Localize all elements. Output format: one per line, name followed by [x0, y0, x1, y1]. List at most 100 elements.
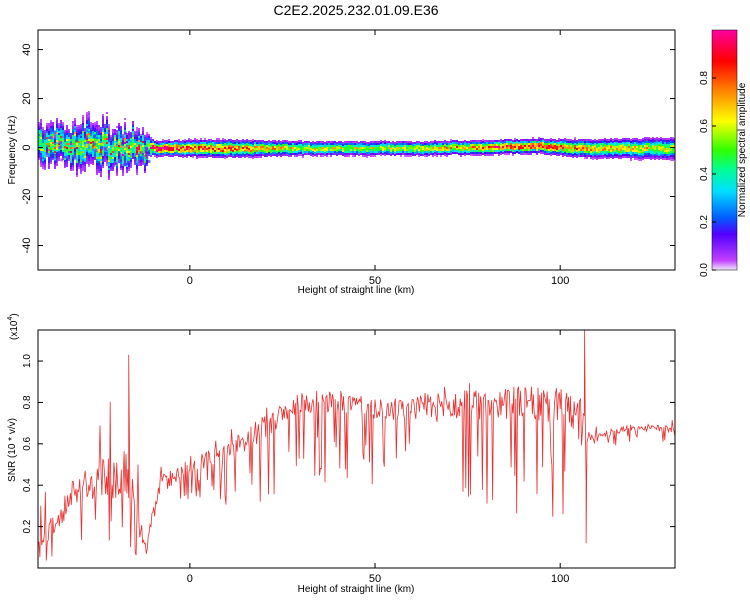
heatmap-cell [228, 141, 230, 143]
heatmap-cell [292, 153, 294, 155]
heatmap-cell [544, 145, 546, 147]
heatmap-cell [62, 132, 64, 134]
heatmap-cell [630, 149, 632, 151]
heatmap-cell [640, 143, 642, 145]
heatmap-cell [326, 151, 328, 153]
heatmap-cell [224, 157, 226, 159]
heatmap-cell [66, 127, 68, 129]
heatmap-cell [248, 144, 250, 146]
heatmap-cell [452, 140, 454, 142]
heatmap-cell [182, 142, 184, 144]
heatmap-cell [216, 150, 218, 152]
heatmap-cell [414, 152, 416, 154]
heatmap-cell [244, 156, 246, 158]
heatmap-cell [102, 140, 104, 142]
heatmap-cell [118, 152, 122, 156]
heatmap-cell [62, 140, 64, 142]
heatmap-cell [324, 150, 326, 152]
heatmap-cell [350, 153, 352, 155]
heatmap-cell [80, 152, 82, 154]
heatmap-cell [506, 143, 508, 145]
heatmap-cell [270, 155, 272, 157]
heatmap-cell [40, 137, 42, 139]
heatmap-cell [502, 148, 504, 150]
heatmap-cell [88, 143, 90, 145]
heatmap-cell [112, 161, 114, 163]
heatmap-cell [188, 144, 190, 146]
heatmap-cell [358, 146, 360, 148]
heatmap-cell [258, 142, 260, 144]
heatmap-cell [40, 119, 42, 121]
heatmap-cell [74, 120, 76, 122]
heatmap-cell [344, 143, 346, 145]
heatmap-cell [402, 147, 404, 149]
heatmap-cell [90, 124, 92, 126]
heatmap-cell [446, 143, 448, 145]
heatmap-cell [44, 148, 46, 150]
heatmap-cell [108, 164, 110, 166]
heatmap-cell [60, 120, 62, 122]
heatmap-cell [526, 141, 528, 143]
heatmap-cell [260, 148, 262, 150]
heatmap-cell [640, 153, 642, 155]
heatmap-cell [136, 149, 138, 151]
heatmap-cell [246, 155, 248, 157]
heatmap-cell [650, 152, 652, 154]
heatmap-cell [118, 161, 120, 163]
heatmap-cell [124, 118, 126, 120]
heatmap-cell [542, 138, 544, 140]
heatmap-cell [54, 137, 56, 139]
heatmap-cell [604, 154, 606, 156]
heatmap-cell [510, 143, 512, 145]
heatmap-cell [156, 150, 158, 152]
heatmap-cell [544, 143, 546, 145]
heatmap-cell [46, 133, 48, 135]
heatmap-cell [530, 153, 532, 155]
heatmap-cell [86, 134, 88, 136]
heatmap-cell [48, 131, 50, 133]
heatmap-cell [70, 157, 72, 159]
heatmap-cell [490, 142, 492, 144]
heatmap-cell [238, 142, 240, 144]
heatmap-cell [118, 145, 120, 147]
heatmap-cell [174, 148, 176, 150]
heatmap-cell [44, 164, 46, 166]
heatmap-cell [604, 150, 606, 152]
heatmap-cell [132, 143, 134, 145]
heatmap-cell [276, 145, 278, 147]
heatmap-cell [588, 145, 590, 147]
heatmap-cell [508, 139, 510, 141]
heatmap-cell [50, 140, 52, 142]
heatmap-cell [176, 144, 178, 146]
heatmap-cell [626, 140, 628, 142]
heatmap-cell [228, 147, 230, 149]
heatmap-cell [128, 155, 130, 157]
heatmap-cell [130, 144, 132, 146]
heatmap-cell [558, 148, 560, 150]
colorbar-gradient [711, 29, 738, 271]
heatmap-cell [374, 155, 376, 157]
heatmap-cell [668, 138, 670, 140]
heatmap-cell [450, 153, 452, 155]
heatmap-cell [582, 149, 584, 151]
heatmap-cell [326, 141, 328, 143]
heatmap-cell [104, 154, 106, 156]
heatmap-cell [386, 151, 388, 153]
heatmap-cell [582, 151, 584, 153]
heatmap-cell [66, 129, 68, 131]
heatmap-cell [482, 151, 484, 153]
heatmap-cell [108, 136, 110, 138]
heatmap-cell [60, 158, 64, 162]
heatmap-cell [76, 143, 78, 145]
heatmap-cell [484, 154, 486, 156]
heatmap-cell [200, 144, 202, 146]
heatmap-cell [636, 158, 638, 160]
heatmap-cell [42, 163, 44, 165]
snr-xtick-label: 50 [369, 573, 381, 585]
heatmap-cell [218, 140, 220, 142]
heatmap-cell [58, 139, 60, 141]
heatmap-cell [548, 141, 550, 143]
heatmap-cell [72, 153, 74, 155]
heatmap-cell [452, 142, 454, 144]
heatmap-cell [38, 152, 40, 154]
